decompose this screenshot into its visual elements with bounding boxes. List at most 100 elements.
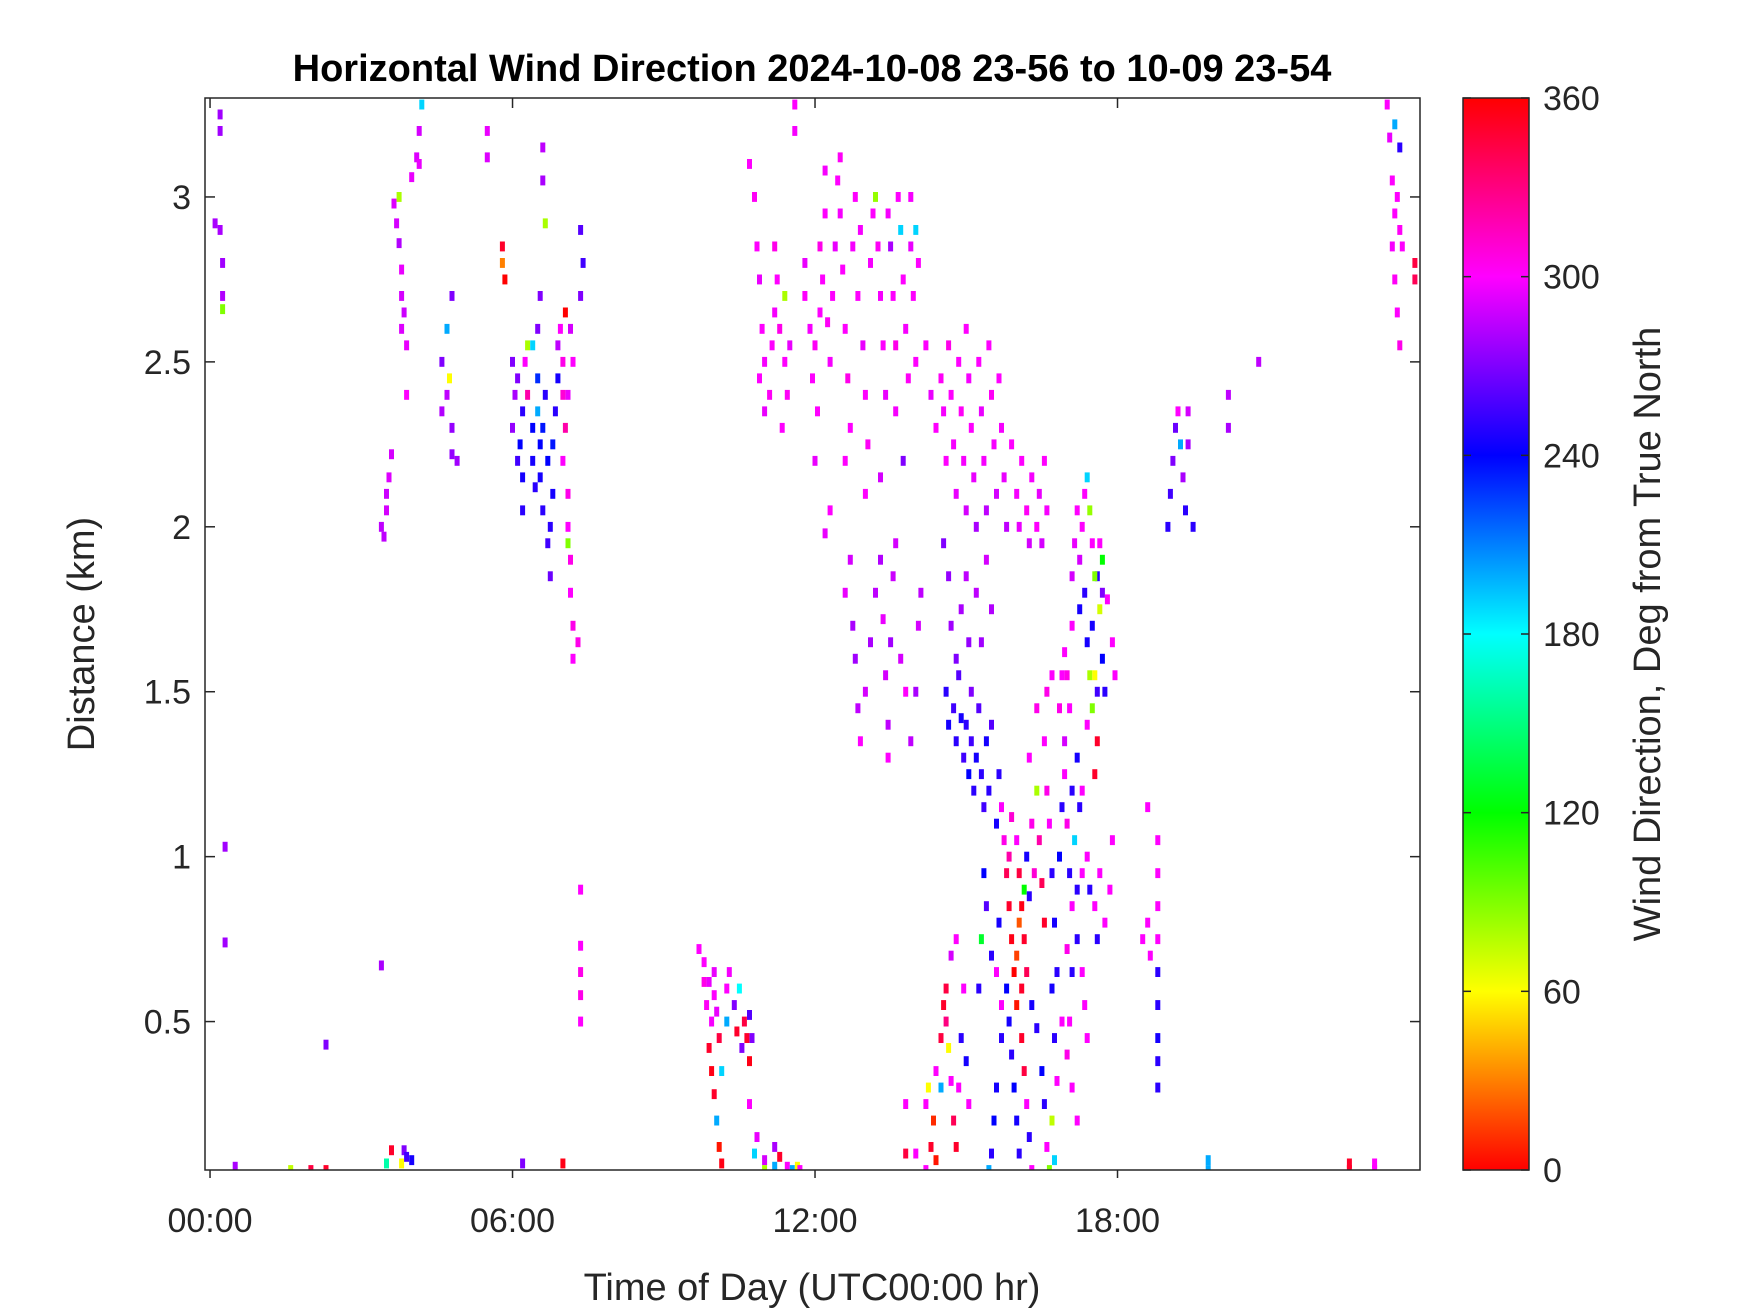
- heatmap-cell: [1412, 274, 1418, 285]
- heatmap-cell: [847, 422, 853, 433]
- colorbar-tick-label: 360: [1543, 80, 1600, 118]
- heatmap-cell: [578, 940, 584, 951]
- heatmap-cell: [1392, 119, 1398, 130]
- heatmap-cell: [1064, 1049, 1070, 1060]
- x-tick-label: 12:00: [772, 1202, 857, 1240]
- heatmap-cell: [915, 620, 921, 631]
- heatmap-cell: [933, 1155, 939, 1166]
- heatmap-cell: [1052, 1155, 1057, 1166]
- heatmap-cell: [520, 472, 526, 483]
- heatmap-cell: [217, 225, 223, 235]
- heatmap-cell: [1041, 736, 1047, 747]
- heatmap-cell: [817, 307, 823, 318]
- heatmap-cell: [515, 373, 521, 384]
- heatmap-cell: [915, 258, 921, 268]
- heatmap-cell: [1046, 1165, 1052, 1170]
- heatmap-cell: [747, 1010, 752, 1020]
- heatmap-cell: [212, 218, 218, 229]
- heatmap-cell: [1041, 1099, 1047, 1109]
- heatmap-cell: [1155, 1056, 1161, 1067]
- heatmap-cell: [220, 291, 226, 301]
- heatmap-cell: [1021, 1066, 1027, 1076]
- heatmap-cell: [288, 1165, 294, 1170]
- heatmap-cell: [578, 291, 584, 301]
- heatmap-cell: [532, 482, 538, 493]
- heatmap-cell: [560, 356, 566, 367]
- colorbar: [1462, 97, 1530, 1171]
- heatmap-cell: [943, 983, 949, 994]
- colorbar-label: Wind Direction, Deg from True North: [1627, 327, 1669, 942]
- heatmap-cell: [946, 1043, 952, 1053]
- heatmap-cell: [787, 340, 793, 351]
- heatmap-cell: [1067, 1016, 1073, 1027]
- heatmap-cell: [386, 472, 392, 483]
- heatmap-cell: [1087, 670, 1093, 681]
- heatmap-cell: [1074, 505, 1080, 516]
- heatmap-cell: [1054, 967, 1060, 977]
- heatmap-cell: [1044, 785, 1050, 796]
- heatmap-cell: [976, 703, 982, 714]
- heatmap-cell: [1397, 142, 1403, 153]
- heatmap-cell: [1036, 835, 1042, 846]
- heatmap-cell: [1009, 934, 1015, 945]
- heatmap-cell: [1183, 505, 1188, 516]
- heatmap-cell: [1079, 967, 1085, 977]
- heatmap-cell: [999, 1033, 1004, 1043]
- heatmap-cell: [222, 841, 228, 852]
- y-tick-label: 1: [172, 839, 191, 877]
- heatmap-cell: [552, 406, 558, 417]
- heatmap-cell: [989, 1148, 994, 1159]
- heatmap-cell: [893, 340, 899, 351]
- heatmap-cell: [1009, 439, 1015, 450]
- heatmap-cell: [1069, 901, 1075, 912]
- heatmap-cell: [1092, 769, 1098, 780]
- heatmap-cell: [873, 587, 878, 598]
- heatmap-cell: [1155, 901, 1161, 912]
- heatmap-cell: [983, 901, 989, 912]
- heatmap-cell: [958, 1033, 964, 1043]
- heatmap-cell: [232, 1161, 238, 1170]
- heatmap-cell: [963, 505, 969, 516]
- heatmap-cell: [1009, 1049, 1015, 1060]
- heatmap-cell: [1069, 785, 1075, 796]
- heatmap-cell: [895, 192, 901, 202]
- heatmap-cell: [948, 950, 954, 961]
- heatmap-cell: [1155, 934, 1161, 945]
- heatmap-cell: [396, 192, 402, 202]
- heatmap-cell: [709, 1016, 715, 1027]
- heatmap-cell: [217, 109, 223, 120]
- heatmap-cell: [1145, 802, 1151, 813]
- heatmap-cell: [696, 944, 702, 954]
- heatmap-cell: [1185, 406, 1191, 417]
- heatmap-cell: [991, 439, 997, 450]
- heatmap-cell: [827, 356, 833, 367]
- heatmap-cell: [978, 769, 984, 780]
- heatmap-cell: [953, 1142, 959, 1152]
- heatmap-cell: [883, 389, 889, 400]
- heatmap-cell: [777, 1151, 783, 1162]
- plot-area: [205, 98, 1420, 1170]
- heatmap-cell: [971, 785, 977, 796]
- heatmap-cell: [540, 422, 546, 433]
- heatmap-cell: [1205, 1165, 1211, 1170]
- heatmap-cell: [1006, 901, 1012, 912]
- heatmap-cell: [739, 1043, 745, 1053]
- heatmap-cell: [416, 126, 422, 136]
- heatmap-cell: [951, 703, 957, 714]
- heatmap-cell: [986, 1165, 992, 1170]
- heatmap-cell: [384, 505, 389, 516]
- heatmap-cell: [931, 1115, 936, 1126]
- heatmap-cell: [1014, 488, 1020, 499]
- heatmap-cell: [1046, 818, 1052, 829]
- heatmap-cell: [535, 323, 541, 334]
- heatmap-cell: [1049, 868, 1055, 879]
- heatmap-cell: [779, 422, 785, 433]
- heatmap-cell: [857, 225, 863, 235]
- heatmap-cell: [1067, 868, 1073, 879]
- heatmap-cell: [404, 389, 410, 400]
- heatmap-cell: [409, 1155, 415, 1166]
- heatmap-cell: [842, 323, 848, 334]
- heatmap-cell: [994, 488, 999, 499]
- heatmap-cell: [878, 472, 883, 483]
- heatmap-cell: [754, 1132, 760, 1142]
